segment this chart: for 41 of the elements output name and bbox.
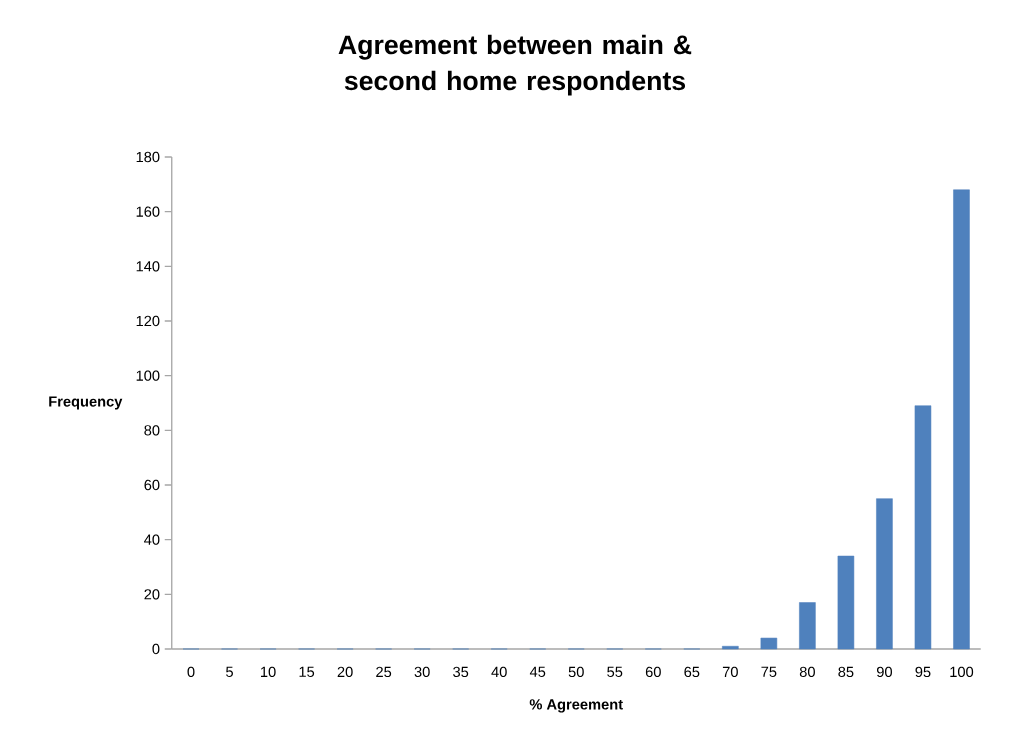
y-tick-label: 0 bbox=[152, 643, 160, 655]
bar bbox=[876, 498, 893, 650]
x-tick-label: 15 bbox=[299, 666, 315, 677]
bar bbox=[799, 602, 816, 650]
x-tick-label: 100 bbox=[950, 666, 974, 678]
x-tick-label: 45 bbox=[529, 666, 546, 677]
x-tick-label: 80 bbox=[799, 666, 815, 678]
y-tick-label: 20 bbox=[144, 589, 160, 600]
bar bbox=[837, 555, 855, 650]
x-tick-label: 50 bbox=[568, 666, 584, 678]
x-tick-label: 55 bbox=[607, 666, 623, 677]
y-tick-label: 160 bbox=[136, 206, 160, 217]
y-tick-label: 60 bbox=[144, 479, 160, 491]
x-tick-label: 35 bbox=[453, 666, 469, 678]
x-tick-label: 95 bbox=[915, 666, 931, 678]
x-tick-label: 90 bbox=[876, 666, 892, 678]
x-tick-label: 25 bbox=[376, 666, 392, 678]
y-tick-label: 140 bbox=[136, 261, 160, 272]
y-tick-label: 80 bbox=[144, 425, 160, 436]
bar bbox=[914, 405, 932, 650]
bar bbox=[953, 189, 970, 650]
chart-title: Agreement between main & second home respondents bbox=[338, 34, 692, 96]
x-tick-label: 20 bbox=[337, 666, 353, 678]
x-tick-label: 85 bbox=[838, 666, 854, 678]
y-tick-label: 40 bbox=[144, 534, 160, 545]
x-tick-label: 70 bbox=[722, 666, 738, 678]
x-tick-label: 0 bbox=[187, 666, 195, 678]
x-tick-label: 30 bbox=[414, 666, 430, 678]
x-axis-title: % Agreement bbox=[529, 699, 623, 713]
x-tick-label: 5 bbox=[226, 666, 233, 677]
y-tick-label: 100 bbox=[136, 370, 160, 381]
y-axis-title: Frequency bbox=[49, 396, 123, 410]
bar bbox=[722, 645, 739, 650]
x-tick-label: 75 bbox=[761, 666, 777, 677]
x-tick-label: 60 bbox=[645, 666, 661, 678]
x-tick-label: 65 bbox=[684, 666, 700, 678]
x-tick-label: 40 bbox=[491, 666, 507, 678]
y-tick-label: 180 bbox=[136, 151, 160, 163]
x-tick-label: 10 bbox=[261, 666, 276, 678]
y-tick-label: 120 bbox=[136, 315, 160, 327]
bar bbox=[760, 637, 778, 650]
